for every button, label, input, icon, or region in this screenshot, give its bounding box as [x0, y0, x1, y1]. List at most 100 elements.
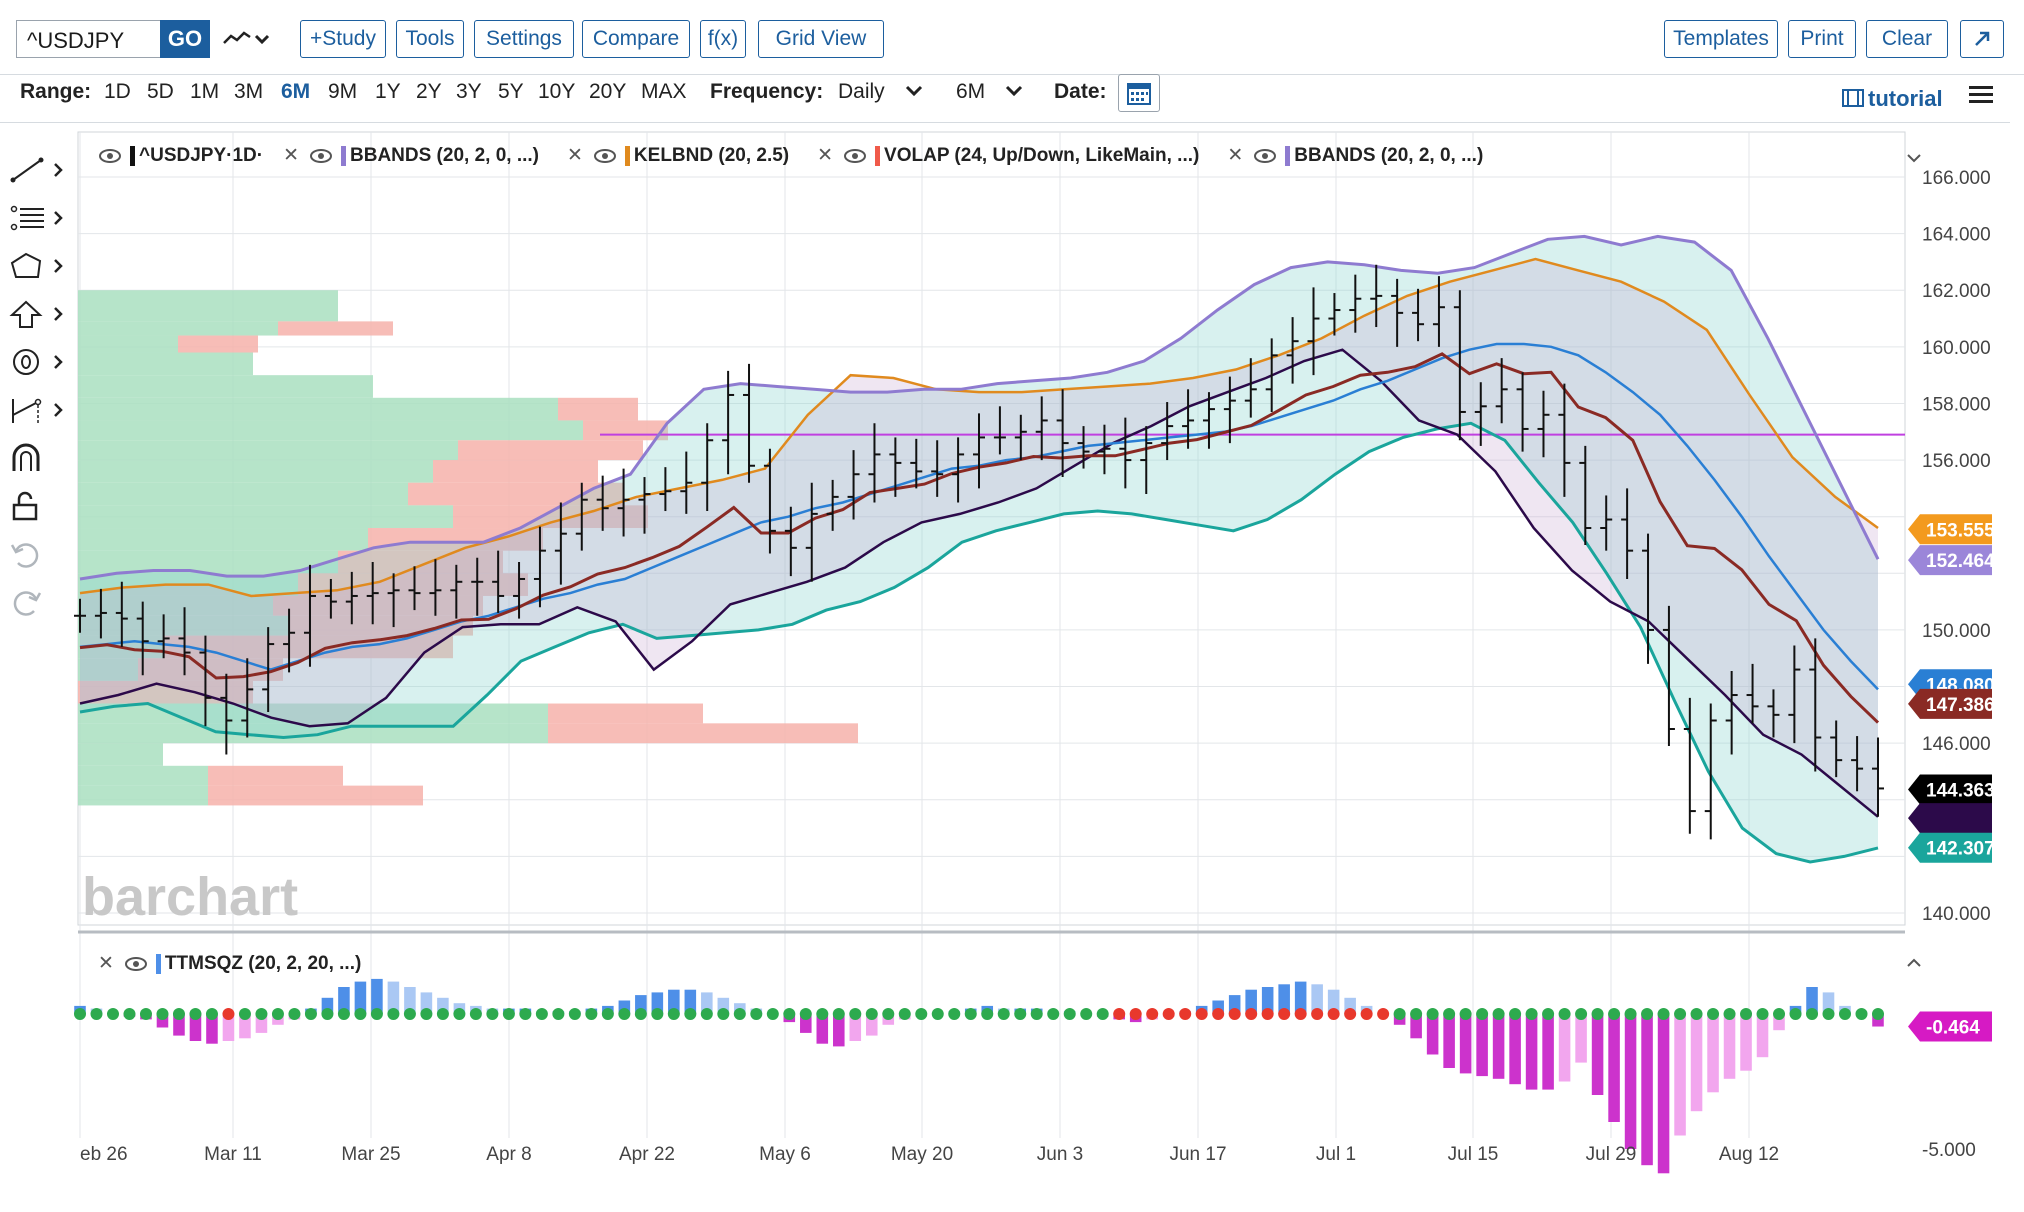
squeeze-dot: [502, 1008, 515, 1020]
legend-swatch: [624, 145, 630, 166]
squeeze-dot: [370, 1008, 383, 1020]
tools-button[interactable]: Tools: [396, 20, 464, 58]
legend-item-kelbnd: KELBND (20, 2.5): [633, 144, 790, 166]
squeeze-histogram-bar: [1410, 1014, 1422, 1039]
squeeze-dot: [1014, 1008, 1027, 1020]
squeeze-dot: [74, 1008, 86, 1020]
fx-button[interactable]: f(x): [700, 20, 746, 58]
menu-button[interactable]: [1968, 84, 1994, 111]
redo-tool[interactable]: [8, 582, 72, 622]
range-5y[interactable]: 5Y: [498, 80, 524, 103]
squeeze-dot: [717, 1008, 730, 1020]
collapse-upper-button[interactable]: [1904, 152, 1924, 166]
range-1y[interactable]: 1Y: [375, 80, 401, 103]
squeeze-dot: [585, 1008, 598, 1020]
y-tick-label: 162.000: [1922, 281, 1991, 302]
range-20y[interactable]: 20Y: [589, 80, 627, 103]
expand-button[interactable]: [1960, 20, 2004, 58]
close-icon[interactable]: ✕: [1227, 145, 1244, 166]
squeeze-dot: [123, 1008, 136, 1020]
arrow-tool[interactable]: [8, 294, 72, 334]
hamburger-icon: [1969, 86, 1993, 103]
eye-icon[interactable]: [1253, 148, 1277, 164]
eye-icon[interactable]: [124, 956, 148, 972]
chevron-down-icon: [1907, 154, 1921, 163]
squeeze-dot: [816, 1008, 829, 1020]
range-3y[interactable]: 3Y: [456, 80, 482, 103]
study-button[interactable]: +Study: [300, 20, 386, 58]
list-lines-icon: [10, 205, 63, 231]
magnet-tool[interactable]: [8, 438, 72, 478]
range-3m[interactable]: 3M: [234, 80, 264, 103]
squeeze-dot: [552, 1008, 565, 1020]
squeeze-dot: [1459, 1008, 1472, 1020]
legend-item-ttmsqz: TTMSQZ (20, 2, 20, ...): [164, 952, 362, 974]
range-max[interactable]: MAX: [641, 80, 687, 103]
eye-icon[interactable]: [843, 148, 867, 164]
close-icon[interactable]: ✕: [817, 145, 834, 166]
squeeze-dot: [1591, 1008, 1604, 1020]
squeeze-dot: [1080, 1008, 1093, 1020]
line-chart-icon: [223, 31, 270, 45]
squeeze-dot: [1377, 1008, 1390, 1020]
squeeze-dot: [832, 1008, 845, 1020]
close-icon[interactable]: ✕: [98, 953, 114, 974]
y-tick-label: 156.000: [1922, 451, 1991, 472]
price-badge: [1908, 832, 1992, 863]
chart-type-dropdown[interactable]: [220, 22, 274, 56]
squeeze-dot: [700, 1008, 713, 1020]
frequency-dropdown[interactable]: Daily: [838, 80, 925, 104]
date-picker-button[interactable]: [1118, 74, 1160, 112]
settings-button[interactable]: Settings: [474, 20, 574, 58]
squeeze-dot: [1756, 1008, 1769, 1020]
range-5d[interactable]: 5D: [147, 80, 174, 103]
squeeze-dot: [981, 1008, 994, 1020]
undo-tool[interactable]: [8, 534, 72, 574]
range-1m[interactable]: 1M: [190, 80, 220, 103]
eye-icon[interactable]: [98, 148, 122, 164]
range-10y[interactable]: 10Y: [538, 80, 576, 103]
collapse-lower-button[interactable]: [1904, 956, 1924, 970]
range-9m[interactable]: 9M: [328, 80, 358, 103]
volap-bar-down: [453, 505, 648, 529]
grid-view-button[interactable]: Grid View: [758, 20, 884, 58]
templates-button[interactable]: Templates: [1664, 20, 1778, 58]
range-1d[interactable]: 1D: [104, 80, 131, 103]
range-6m[interactable]: 6M: [281, 80, 311, 103]
shape-tool[interactable]: [8, 246, 72, 286]
squeeze-dot: [354, 1008, 367, 1020]
clear-button[interactable]: Clear: [1866, 20, 1948, 58]
squeeze-histogram-bar: [1459, 1014, 1472, 1074]
range-label: Range:: [20, 80, 92, 103]
print-button[interactable]: Print: [1788, 20, 1856, 58]
trendline-tool[interactable]: [8, 150, 72, 190]
volap-bar-up: [78, 420, 583, 441]
close-icon[interactable]: ✕: [567, 145, 583, 166]
close-icon[interactable]: ✕: [283, 145, 299, 166]
fib-tool[interactable]: [8, 198, 72, 238]
symbol-input[interactable]: ^USDJPY: [16, 20, 160, 58]
tutorial-link[interactable]: tutorial: [1842, 86, 1943, 112]
eye-icon[interactable]: [309, 148, 333, 164]
lock-tool[interactable]: [8, 486, 72, 526]
marker-tool[interactable]: [8, 342, 72, 382]
x-tick-label: Jul 1: [1316, 1144, 1356, 1165]
squeeze-dot: [1476, 1008, 1489, 1020]
squeeze-dot: [1525, 1008, 1538, 1020]
compare-button[interactable]: Compare: [582, 20, 690, 58]
y-tick-label: 166.000: [1922, 168, 1991, 189]
squeeze-dot: [1872, 1008, 1884, 1020]
squeeze-dot: [519, 1008, 532, 1020]
period-dropdown[interactable]: 6M: [956, 80, 1025, 104]
volap-bar-up: [78, 528, 368, 551]
squeeze-histogram-bar: [173, 1014, 185, 1036]
squeeze-dot: [1278, 1008, 1291, 1020]
eye-icon[interactable]: [593, 148, 617, 164]
go-button[interactable]: GO: [160, 20, 210, 58]
measure-tool[interactable]: [8, 390, 72, 430]
squeeze-dot: [1228, 1008, 1241, 1020]
ttm-squeeze-panel: -5.000 -0.464: [74, 930, 1992, 1174]
squeeze-dot: [1245, 1008, 1258, 1020]
range-2y[interactable]: 2Y: [416, 80, 442, 103]
